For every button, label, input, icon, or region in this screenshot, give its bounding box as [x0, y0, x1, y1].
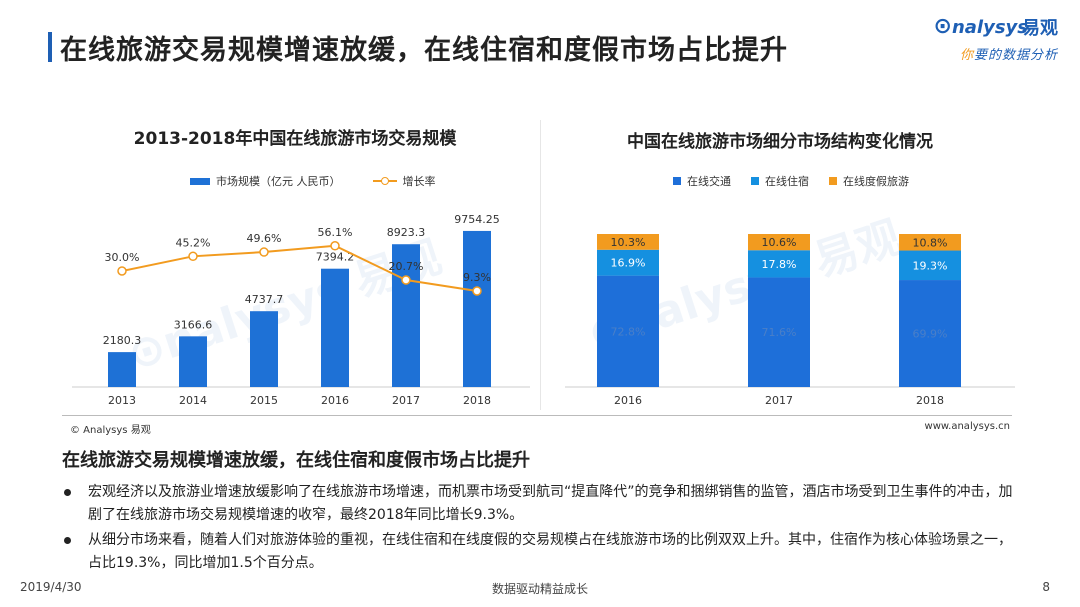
bar-market-scale — [108, 352, 136, 387]
legend-swatch-lodging — [751, 177, 759, 185]
x-tick-label: 2018 — [916, 394, 944, 407]
brand-slogan: 你要的数据分析 — [959, 48, 1058, 63]
segment-data-label: 71.6% — [762, 326, 797, 339]
chart-1-legend: 市场规模（亿元 人民币） 增长率 — [190, 173, 436, 189]
x-tick-label: 2016 — [614, 394, 642, 407]
growth-data-label: 9.3% — [463, 271, 491, 284]
growth-rate-point — [330, 241, 340, 251]
bar-data-label: 7394.2 — [316, 251, 355, 264]
title-accent-bar — [48, 32, 52, 62]
x-tick-label: 2017 — [392, 394, 420, 407]
stacked-segment-vacation — [748, 234, 810, 251]
stacked-segment-lodging — [597, 249, 659, 276]
stacked-segment-lodging — [748, 250, 810, 278]
source-url: www.analysys.cn — [924, 421, 1010, 432]
bar-data-label: 8923.3 — [387, 226, 426, 239]
segment-data-label: 10.8% — [913, 236, 948, 249]
stacked-segment-lodging — [899, 250, 961, 281]
chart-2-legend: 在线交通 在线住宿 在线度假旅游 — [673, 173, 909, 189]
legend-label-vacation: 在线度假旅游 — [843, 175, 909, 188]
bar-market-scale — [392, 244, 420, 387]
bullet-item: 从细分市场来看，随着人们对旅游体验的重视，在线住宿和在线度假的交易规模占在线旅游… — [62, 529, 1022, 575]
chart-2-svg: 72.8% 16.9% 10.3% 2016 71.6% 17.8% 10.6% 2017 69… — [565, 234, 1015, 407]
source-note: © Analysys 易观 — [70, 425, 151, 436]
segment-data-label: 19.3% — [913, 259, 948, 272]
chart-divider — [540, 120, 541, 410]
growth-data-label: 56.1% — [318, 226, 353, 239]
legend-label-traffic: 在线交通 — [687, 175, 731, 188]
summary-heading: 在线旅游交易规模增速放缓，在线住宿和度假市场占比提升 — [62, 450, 530, 471]
growth-rate-line — [121, 244, 478, 292]
growth-data-label: 30.0% — [105, 251, 140, 264]
summary-bullets: 宏观经济以及旅游业增速放缓影响了在线旅游市场增速，而机票市场受到航司“提直降代”… — [62, 481, 1022, 577]
legend-swatch-vacation — [829, 177, 837, 185]
x-tick-label: 2014 — [179, 394, 207, 407]
x-tick-label: 2016 — [321, 394, 349, 407]
bar-data-label: 2180.3 — [103, 334, 142, 347]
x-tick-label: 2017 — [765, 394, 793, 407]
segment-data-label: 72.8% — [611, 325, 646, 338]
chart-1-svg: 2180.3 2013 3166.6 2014 4737.7 2015 7394.2 2016… — [72, 213, 530, 407]
page-number: 8 — [1042, 580, 1050, 594]
legend-swatch-bar — [190, 177, 210, 185]
segment-data-label: 10.3% — [611, 236, 646, 249]
growth-rate-point — [188, 251, 198, 262]
segment-data-label: 17.8% — [762, 258, 797, 271]
x-tick-label: 2015 — [250, 394, 278, 407]
stacked-segment-vacation — [597, 234, 659, 250]
footer-date: 2019/4/30 — [20, 580, 82, 594]
brand-name-cn: 易观 — [1022, 18, 1058, 39]
bar-market-scale — [250, 311, 278, 387]
brand-logo: ⊙nalysys 易观 你要的数据分析 — [913, 14, 1058, 66]
legend-label-lodging: 在线住宿 — [765, 175, 809, 188]
growth-rate-point — [117, 266, 127, 276]
growth-data-label: 49.6% — [247, 232, 282, 245]
x-tick-label: 2018 — [463, 394, 491, 407]
legend-label-growth: 增长率 — [402, 175, 436, 188]
legend-swatch-traffic — [673, 177, 681, 185]
stacked-segment-traffic — [899, 280, 961, 387]
bar-market-scale — [463, 230, 491, 387]
bar-data-label: 9754.25 — [454, 213, 500, 226]
stacked-segment-vacation — [899, 234, 961, 251]
growth-rate-point — [259, 247, 269, 257]
chart-1-title: 2013-2018年中国在线旅游市场交易规模 — [133, 129, 457, 149]
segment-data-label: 16.9% — [611, 257, 646, 270]
x-tick-label: 2013 — [108, 394, 136, 407]
growth-rate-point — [401, 275, 411, 285]
bullet-item: 宏观经济以及旅游业增速放缓影响了在线旅游市场增速，而机票市场受到航司“提直降代”… — [62, 481, 1022, 527]
bar-data-label: 3166.6 — [174, 318, 213, 331]
growth-data-label: 20.7% — [389, 260, 424, 273]
stacked-segment-traffic — [748, 277, 810, 387]
source-divider — [62, 415, 1012, 416]
legend-swatch-line — [372, 175, 397, 187]
chart-2-title: 中国在线旅游市场细分市场结构变化情况 — [627, 132, 933, 152]
segment-data-label: 10.6% — [762, 236, 797, 249]
stacked-segment-traffic — [597, 275, 659, 387]
bar-data-label: 4737.7 — [245, 293, 284, 306]
growth-rate-point — [472, 286, 482, 296]
brand-name: ⊙nalysys — [933, 14, 1028, 39]
growth-data-label: 45.2% — [176, 236, 211, 249]
bar-market-scale — [179, 336, 207, 387]
legend-label-scale: 市场规模（亿元 人民币） — [216, 175, 341, 188]
bar-market-scale — [321, 268, 349, 387]
page-title: 在线旅游交易规模增速放缓，在线住宿和度假市场占比提升 — [60, 35, 788, 66]
footer-slogan: 数据驱动精益成长 — [491, 582, 588, 596]
segment-data-label: 69.9% — [913, 328, 948, 341]
